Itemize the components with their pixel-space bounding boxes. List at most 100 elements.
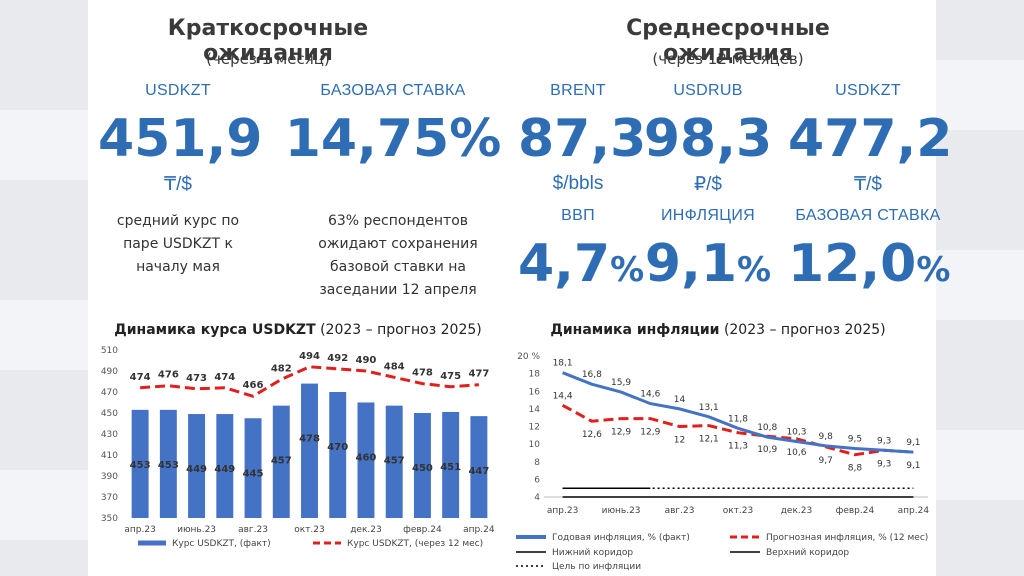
line-data-label: 492 xyxy=(327,353,348,364)
x-tick-label: апр.23 xyxy=(547,506,578,516)
legend-label: Верхний коридор xyxy=(766,548,849,558)
bar-data-label: 447 xyxy=(468,466,489,477)
forecast-data-label: 14,4 xyxy=(553,391,573,401)
mid-term-title: Среднесрочные ожидания xyxy=(626,16,830,66)
bar-data-label: 453 xyxy=(158,460,179,471)
bar xyxy=(131,409,149,518)
y-tick-label: 430 xyxy=(101,430,118,440)
forecast-inflation-line xyxy=(561,403,914,457)
forecast-data-label: 12,1 xyxy=(699,435,719,445)
kpi-note-usdkzt-short: средний курс по паре USDKZT к началу мая xyxy=(116,213,240,275)
y-tick-label: 510 xyxy=(101,346,118,356)
bar xyxy=(385,405,403,518)
forecast-data-label: 9,7 xyxy=(819,456,833,466)
x-tick-label: апр.24 xyxy=(463,525,495,535)
actual-data-label: 16,8 xyxy=(582,370,602,380)
bar-data-label: 445 xyxy=(243,468,264,479)
x-tick-label: окт.23 xyxy=(294,525,325,535)
actual-data-label: 13,1 xyxy=(699,403,719,413)
kpi-note-base-rate-short: 63% респондентов ожидают сохранения базо… xyxy=(318,213,478,298)
y-tick-label: 450 xyxy=(101,409,118,419)
kpi-label-brent: BRENT xyxy=(550,82,606,99)
actual-data-label: 14,6 xyxy=(640,390,660,400)
infographic-page: Краткосрочные ожидания (через 1 месяц) U… xyxy=(88,0,952,576)
inflation-chart: 4 6 8 10 12 14 16 18 20 % 18,1 16,8 15,9 14,6 14 13,1 1… xyxy=(516,352,930,572)
forecast-data-label: 12,9 xyxy=(640,428,660,438)
bar xyxy=(301,383,318,518)
actual-data-label: 9,8 xyxy=(819,432,834,442)
kpi-unit-usdkzt-mid: ₸/$ xyxy=(854,174,882,195)
kpi-unit-usdkzt-short: ₸/$ xyxy=(164,174,192,195)
bar xyxy=(329,392,347,518)
x-tick-label: июнь.23 xyxy=(177,525,216,535)
actual-data-label: 15,9 xyxy=(611,378,631,388)
kpi-label-gdp: ВВП xyxy=(561,207,595,224)
forecast-data-label: 12,6 xyxy=(582,430,602,440)
y-tick-label: 490 xyxy=(101,367,118,377)
x-tick-label: окт.23 xyxy=(723,506,754,516)
x-tick-label: апр.23 xyxy=(124,525,155,535)
bar-data-label: 457 xyxy=(271,456,292,467)
actual-inflation-line xyxy=(562,371,914,454)
x-tick-label: февр.24 xyxy=(836,506,875,516)
line-data-label: 478 xyxy=(412,368,433,379)
legend-label: Прогнозная инфляция, % (12 мес) xyxy=(766,533,928,543)
mid-term-subtitle: (через 12 месяцев) xyxy=(652,50,804,68)
actual-data-label: 9,5 xyxy=(848,435,862,445)
bar-data-label: 449 xyxy=(214,464,235,475)
forecast-data-label: 10,6 xyxy=(786,448,806,458)
short-term-subtitle: (через 1 месяц) xyxy=(206,50,330,68)
y-tick-label: 8 xyxy=(534,458,540,468)
inflation-chart-title: Динамика инфляции (2023 – прогноз 2025) xyxy=(550,322,886,338)
x-tick-label: апр.24 xyxy=(898,506,930,516)
actual-data-label: 10,3 xyxy=(786,427,806,437)
bar xyxy=(244,418,262,518)
bar xyxy=(442,411,460,518)
actual-data-label: 18,1 xyxy=(553,359,573,369)
legend-label: Курс USDKZT, (факт) xyxy=(172,539,271,549)
y-tick-label: 350 xyxy=(101,514,118,524)
bar-data-label: 470 xyxy=(327,442,348,453)
bar-data-label: 457 xyxy=(384,456,405,467)
x-tick-label: дек.23 xyxy=(781,506,813,516)
y-tick-label: 410 xyxy=(101,451,118,461)
kpi-label-base-rate-short: БАЗОВАЯ СТАВКА xyxy=(320,82,466,99)
x-tick-label: июнь.23 xyxy=(602,506,641,516)
y-tick-label: 14 xyxy=(529,405,541,415)
x-tick-label: февр.24 xyxy=(403,525,442,535)
forecast-data-label: 10,9 xyxy=(757,445,777,455)
bar-data-label: 478 xyxy=(299,434,320,445)
actual-data-label: 9,1 xyxy=(906,438,920,448)
line-data-label: 477 xyxy=(468,369,489,380)
kpi-label-base-rate-mid: БАЗОВАЯ СТАВКА xyxy=(795,207,941,224)
legend-label: Годовая инфляция, % (факт) xyxy=(552,533,690,543)
bar-data-label: 450 xyxy=(412,463,433,474)
line-data-label: 466 xyxy=(243,380,264,391)
forecast-data-label: 9,1 xyxy=(906,461,920,471)
line-data-label: 476 xyxy=(158,370,179,381)
y-tick-label: 18 xyxy=(529,370,541,380)
bar xyxy=(216,414,234,518)
usdkzt-chart: 350 370 390 410 430 450 470 490 510 453 453 449 449 4… xyxy=(101,346,495,549)
kpi-value-base-rate-mid: 12,0% xyxy=(788,234,951,294)
forecast-data-label: 12 xyxy=(674,436,685,446)
forecast-data-label: 9,3 xyxy=(877,459,891,469)
legend-label: Цель по инфляции xyxy=(552,562,641,572)
x-tick-label: авг.23 xyxy=(238,525,268,535)
kpi-value-base-rate-short: 14,75% xyxy=(284,109,502,169)
left-backdrop xyxy=(0,0,88,576)
bar-data-label: 453 xyxy=(130,460,151,471)
kpi-label-usdkzt-mid: USDKZT xyxy=(835,82,901,99)
kpi-unit-brent: $/bbls xyxy=(552,173,604,194)
y-tick-label: 4 xyxy=(534,493,540,503)
actual-data-label: 10,8 xyxy=(757,423,777,433)
x-tick-label: дек.23 xyxy=(350,525,382,535)
kpi-value-usdkzt-mid: 477,2 xyxy=(788,109,953,169)
line-data-label: 490 xyxy=(356,355,377,366)
line-data-label: 473 xyxy=(186,373,207,384)
legend-label: Курс USDKZT, (через 12 мес) xyxy=(347,539,483,549)
y-tick-label: 370 xyxy=(101,493,118,503)
y-tick-label: 12 xyxy=(529,423,540,433)
kpi-label-usdrub: USDRUB xyxy=(673,82,743,99)
y-tick-label: 20 % xyxy=(517,352,540,362)
